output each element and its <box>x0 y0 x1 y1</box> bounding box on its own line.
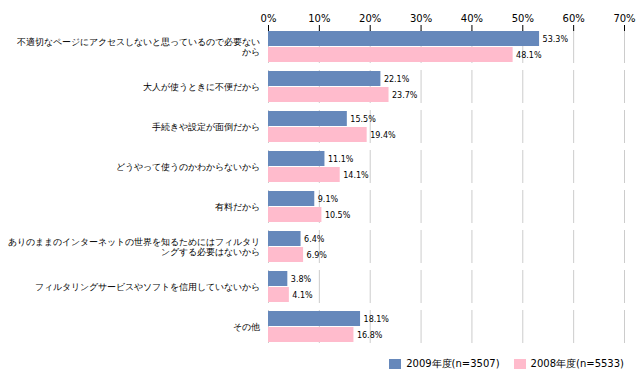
svg-text:16.8%: 16.8% <box>357 331 383 340</box>
svg-text:40%: 40% <box>461 13 483 24</box>
svg-text:50%: 50% <box>512 13 534 24</box>
svg-text:不適切なページにアクセスしないと思っているので必要ないから: 不適切なページにアクセスしないと思っているので必要ないから <box>17 37 260 57</box>
svg-text:22.1%: 22.1% <box>384 75 410 84</box>
svg-text:60%: 60% <box>563 13 585 24</box>
svg-text:フィルタリングサービスやソフトを信用していないから: フィルタリングサービスやソフトを信用していないから <box>35 282 260 292</box>
svg-text:4.1%: 4.1% <box>292 291 313 300</box>
svg-text:大人が使うときに不便だから: 大人が使うときに不便だから <box>143 82 260 92</box>
svg-text:15.5%: 15.5% <box>350 115 376 124</box>
html-text:2008年度(n=5533): 2008年度(n=5533) <box>530 358 624 369</box>
svg-text:23.7%: 23.7% <box>392 91 418 100</box>
svg-text:3.8%: 3.8% <box>291 275 312 284</box>
svg-text:48.1%: 48.1% <box>516 51 542 60</box>
svg-text:18.1%: 18.1% <box>364 315 390 324</box>
svg-text:9.1%: 9.1% <box>318 195 339 204</box>
svg-text:10.5%: 10.5% <box>325 211 351 220</box>
svg-text:その他: その他 <box>233 322 260 332</box>
svg-text:53.3%: 53.3% <box>543 35 569 44</box>
svg-text:どうやって使うのかわからないから: どうやって使うのかわからないから <box>116 162 260 172</box>
svg-text:手続きや設定が面倒だから: 手続きや設定が面倒だから <box>152 122 260 132</box>
svg-text:11.1%: 11.1% <box>328 155 354 164</box>
svg-text:70%: 70% <box>613 13 635 24</box>
svg-text:6.4%: 6.4% <box>304 235 325 244</box>
svg-text:有料だから: 有料だから <box>215 202 260 212</box>
html-text:2009年度(n=3507): 2009年度(n=3507) <box>406 358 500 369</box>
svg-text:6.9%: 6.9% <box>307 251 328 260</box>
svg-text:ありのままのインターネットの世界を知るためにはフィルタリング: ありのままのインターネットの世界を知るためにはフィルタリングする必要はないから <box>8 237 260 257</box>
svg-text:19.4%: 19.4% <box>370 131 396 140</box>
svg-text:0%: 0% <box>261 13 277 24</box>
svg-text:30%: 30% <box>410 13 432 24</box>
svg-text:20%: 20% <box>359 13 381 24</box>
svg-text:14.1%: 14.1% <box>343 171 369 180</box>
svg-text:10%: 10% <box>308 13 330 24</box>
